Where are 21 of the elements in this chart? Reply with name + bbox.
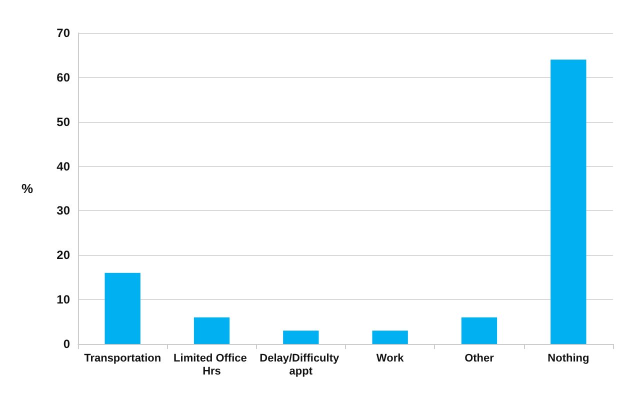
bar [104,272,140,344]
y-tick-label: 70 [56,26,70,40]
x-tick-label: Limited Office Hrs [174,352,250,378]
y-tick-label: 60 [56,70,70,84]
y-tick-label: 30 [56,204,70,218]
x-tick-label: Nothing [548,352,590,364]
bar [283,330,319,344]
bar [372,330,408,344]
x-tick-label: Other [464,352,495,364]
bar [194,317,230,344]
y-tick-label: 50 [56,114,70,129]
y-tick-label: 20 [56,248,70,262]
x-tick-label: Delay/Difficulty appt [260,352,342,378]
y-tick-label: 0 [63,337,70,351]
bar [461,317,498,344]
x-tick-label: Work [376,352,405,364]
y-tick-label: 10 [56,292,70,307]
y-tick-label: 40 [56,159,70,174]
bar [550,60,586,344]
x-tick-label: Transportation [84,352,162,364]
y-axis-title: % [21,181,34,196]
